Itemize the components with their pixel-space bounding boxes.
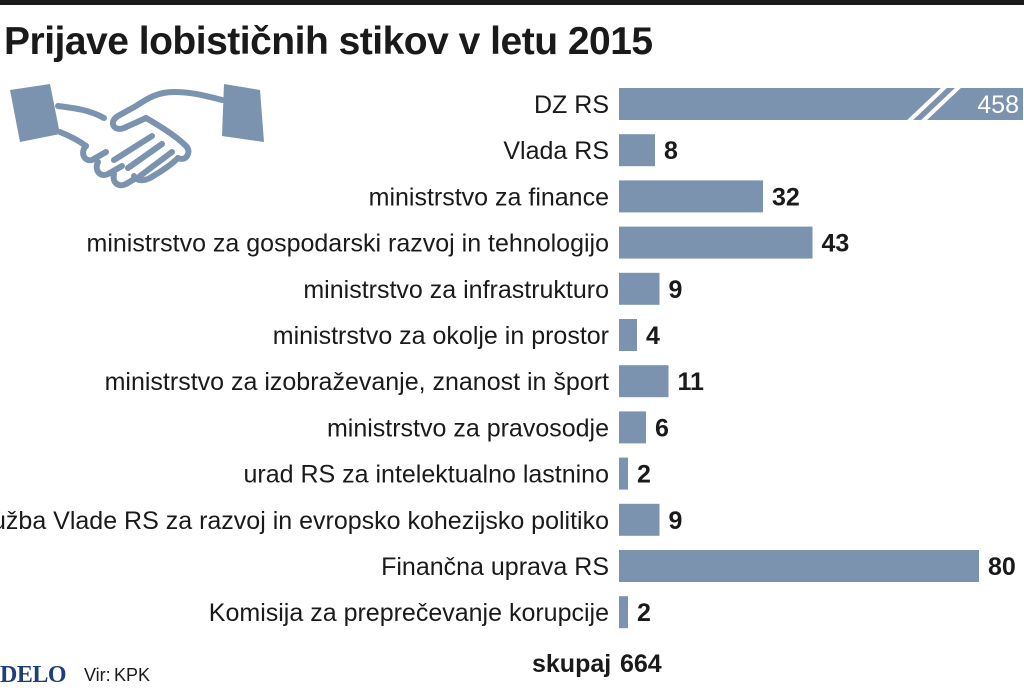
category-label: ministrstvo za gospodarski razvoj in teh… [87, 230, 609, 258]
handshake-icon [10, 80, 272, 192]
category-label: ministrstvo za infrastrukturo [303, 276, 609, 304]
value-label: 2 [637, 461, 651, 489]
bar-chart: DZ RS 458 Vlada RS 8 ministrstvo za finance 3… [0, 84, 1023, 629]
value-label: 458 [977, 91, 1019, 119]
bar [619, 503, 660, 536]
value-label: 8 [664, 137, 678, 165]
category-label: Služba Vlade RS za razvoj in evropsko ko… [0, 507, 609, 535]
value-label: 32 [772, 183, 800, 211]
source-label: Vir: [84, 665, 111, 685]
bar [619, 226, 813, 259]
bar [619, 457, 628, 490]
bar [619, 411, 646, 444]
handshake-right-cuff [222, 84, 264, 142]
value-label: 9 [669, 276, 683, 304]
category-label: Finančna uprava RS [381, 553, 609, 581]
category-label: DZ RS [534, 91, 609, 119]
handshake-left-cuff [10, 84, 60, 142]
total-value: 664 [620, 650, 662, 678]
value-label: 43 [822, 230, 850, 258]
category-label: ministrstvo za izobraževanje, znanost in… [105, 368, 609, 396]
axis-break-mark [920, 84, 962, 124]
value-label: 4 [646, 322, 660, 350]
value-label: 11 [678, 368, 705, 396]
bar [619, 596, 628, 629]
bar [619, 272, 660, 305]
value-label: 80 [988, 553, 1016, 581]
bar [619, 550, 979, 582]
source-value: KPK [114, 665, 151, 685]
value-label: 2 [637, 599, 651, 627]
category-label: Vlada RS [503, 137, 609, 165]
delo-logo: DELO [0, 662, 67, 688]
total-label: skupaj [532, 650, 612, 678]
category-label: ministrstvo za pravosodje [327, 414, 609, 442]
footer: DELO Vir: KPK skupaj 664 [0, 650, 1024, 696]
chart-title: Prijave lobističnih stikov v letu 2015 [4, 20, 653, 63]
bar [619, 180, 763, 213]
category-label: urad RS za intelektualno lastnino [243, 461, 609, 489]
category-label: ministrstvo za okolje in prostor [273, 322, 609, 350]
category-label: Komisija za preprečevanje korupcije [209, 599, 609, 627]
bar [619, 365, 669, 398]
category-label: ministrstvo za finance [369, 183, 609, 211]
bar [619, 319, 637, 351]
value-label: 6 [655, 414, 669, 442]
axis-break-mark [906, 84, 948, 124]
bar [619, 88, 1023, 120]
value-label: 9 [669, 507, 683, 535]
top-rule [0, 0, 1024, 5]
bar [619, 134, 655, 167]
